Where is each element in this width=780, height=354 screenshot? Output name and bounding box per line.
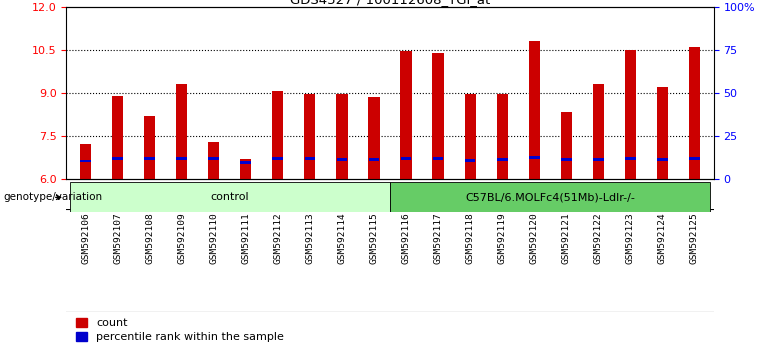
Bar bbox=[690, 157, 700, 160]
Bar bbox=[369, 158, 379, 161]
Bar bbox=[304, 95, 315, 179]
Text: GSM592120: GSM592120 bbox=[530, 212, 539, 264]
Text: GSM592118: GSM592118 bbox=[466, 212, 474, 264]
Text: GSM592121: GSM592121 bbox=[562, 212, 571, 264]
Bar bbox=[208, 157, 219, 160]
Bar bbox=[689, 47, 700, 179]
Bar bbox=[625, 157, 636, 160]
Text: GSM592110: GSM592110 bbox=[209, 212, 218, 264]
Bar bbox=[529, 156, 540, 159]
Text: GSM592125: GSM592125 bbox=[690, 212, 699, 264]
Bar bbox=[432, 53, 444, 179]
Bar bbox=[390, 182, 711, 212]
Bar bbox=[561, 112, 572, 179]
Bar bbox=[657, 87, 668, 179]
Bar bbox=[208, 142, 219, 179]
Bar bbox=[272, 157, 283, 160]
Text: GSM592112: GSM592112 bbox=[273, 212, 282, 264]
Bar bbox=[465, 159, 476, 161]
Text: GSM592106: GSM592106 bbox=[81, 212, 90, 264]
Bar bbox=[144, 157, 155, 160]
Bar bbox=[272, 91, 283, 179]
Text: GSM592108: GSM592108 bbox=[145, 212, 154, 264]
Text: GSM592122: GSM592122 bbox=[594, 212, 603, 264]
Bar bbox=[368, 97, 380, 179]
Text: GSM592114: GSM592114 bbox=[338, 212, 346, 264]
Text: GSM592111: GSM592111 bbox=[241, 212, 250, 264]
Bar bbox=[625, 50, 636, 179]
Bar bbox=[176, 84, 187, 179]
Bar bbox=[433, 157, 443, 160]
Bar bbox=[144, 116, 155, 179]
Bar bbox=[176, 157, 187, 160]
Bar bbox=[561, 158, 572, 161]
Bar bbox=[497, 158, 508, 161]
Text: GSM592119: GSM592119 bbox=[498, 212, 507, 264]
Bar bbox=[112, 96, 123, 179]
Bar bbox=[336, 95, 348, 179]
Bar bbox=[593, 158, 604, 161]
Bar bbox=[529, 41, 540, 179]
Text: genotype/variation: genotype/variation bbox=[3, 192, 102, 202]
Bar bbox=[304, 157, 315, 160]
Bar bbox=[112, 157, 123, 160]
Bar bbox=[593, 84, 604, 179]
Text: GSM592107: GSM592107 bbox=[113, 212, 122, 264]
Bar bbox=[400, 51, 412, 179]
Bar bbox=[240, 159, 251, 179]
Bar bbox=[80, 144, 91, 179]
Bar bbox=[80, 160, 90, 162]
Bar bbox=[401, 157, 411, 160]
Text: GSM592124: GSM592124 bbox=[658, 212, 667, 264]
Bar bbox=[337, 158, 347, 161]
Text: GSM592117: GSM592117 bbox=[434, 212, 442, 264]
Text: GSM592109: GSM592109 bbox=[177, 212, 186, 264]
Legend: count, percentile rank within the sample: count, percentile rank within the sample bbox=[72, 314, 289, 347]
Bar bbox=[657, 158, 668, 161]
Title: GDS4527 / 100112608_TGI_at: GDS4527 / 100112608_TGI_at bbox=[290, 0, 490, 6]
Text: GSM592116: GSM592116 bbox=[402, 212, 410, 264]
Text: GSM592123: GSM592123 bbox=[626, 212, 635, 264]
Text: C57BL/6.MOLFc4(51Mb)-Ldlr-/-: C57BL/6.MOLFc4(51Mb)-Ldlr-/- bbox=[466, 192, 635, 202]
Bar bbox=[240, 161, 251, 164]
Text: GSM592113: GSM592113 bbox=[306, 212, 314, 264]
Bar bbox=[497, 95, 508, 179]
Bar bbox=[69, 182, 390, 212]
Bar bbox=[465, 95, 476, 179]
Text: GSM592115: GSM592115 bbox=[370, 212, 378, 264]
Text: control: control bbox=[211, 192, 249, 202]
